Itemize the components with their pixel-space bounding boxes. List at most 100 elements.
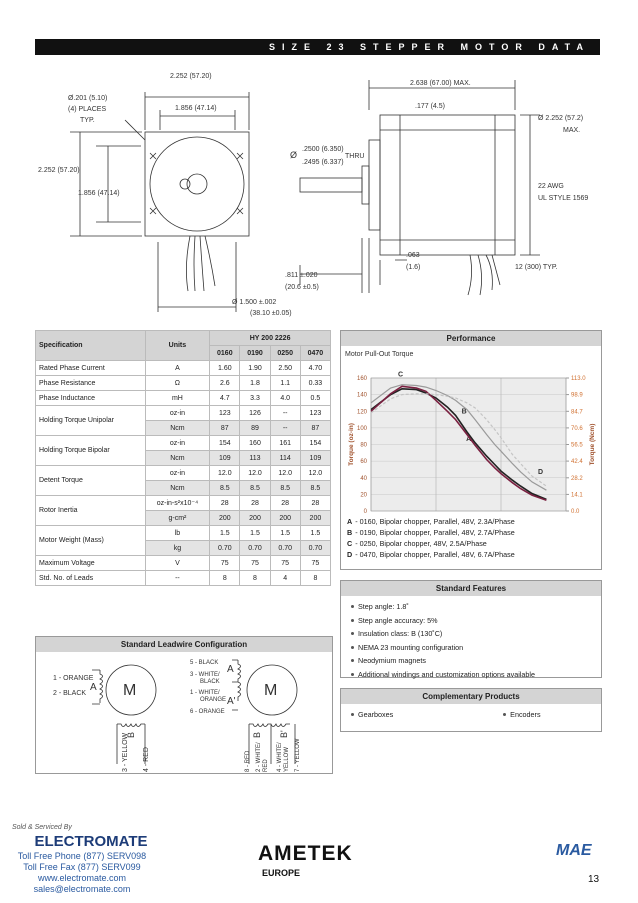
label: 1 - WHITE/	[190, 690, 220, 696]
spec-units: lb	[144, 525, 211, 541]
label: .811 ±.020	[285, 272, 318, 279]
label: THRU	[345, 153, 364, 160]
shape	[92, 669, 103, 705]
label: ORANGE	[200, 697, 226, 703]
shape	[299, 80, 540, 293]
label: Ø 1.500 ±.002	[232, 299, 276, 306]
y2-tick-label: 98.9	[571, 393, 583, 399]
spec-value: 8	[299, 570, 332, 586]
label: .177 (4.5)	[415, 103, 445, 110]
phone: Toll Free Phone (877) SERV098	[17, 851, 147, 861]
spec-name: Detent Torque	[35, 465, 146, 496]
shape	[70, 92, 250, 312]
spec-value: 89	[239, 420, 271, 436]
spec-units: Ncm	[144, 480, 211, 496]
item-text: Neodymium magnets	[358, 656, 426, 665]
spec-units: oz-in	[144, 435, 211, 451]
y-tick-label: 60	[360, 459, 367, 465]
spec-table-wrap: Specification Units HY 200 2226 0160 0190 025…	[35, 330, 332, 586]
item-text: Step angle accuracy: 5%	[358, 615, 438, 625]
label: 12 (300) TYP.	[515, 264, 558, 271]
series-line	[370, 387, 547, 501]
spec-value: 8.5	[209, 480, 241, 496]
label: 2 - WHITE/	[256, 742, 262, 772]
spec-value: --	[269, 405, 301, 421]
spec-units: Ω	[144, 375, 211, 391]
model-code: 0190	[239, 345, 271, 361]
spec-value: 123	[299, 405, 332, 421]
label: .2495 (6.337)	[302, 159, 344, 166]
list-item: Step angle: 1.8˚	[351, 602, 601, 611]
units-header: Units	[144, 330, 211, 361]
label: 1.856 (47.14)	[175, 105, 217, 112]
spec-value: 154	[299, 435, 332, 451]
label: UL STYLE 1569	[538, 195, 588, 202]
performance-panel: Performance Motor Pull-Out Torque 0 20 40 60…	[340, 330, 602, 570]
y-tick-label: 160	[357, 376, 368, 382]
label: 2.252 (57.20)	[38, 167, 80, 174]
spec-name: Std. No. of Leads	[35, 570, 146, 586]
spec-value: 0.33	[299, 375, 332, 391]
spec-units: A	[144, 360, 211, 376]
spec-value: 4.0	[269, 390, 301, 406]
bullet	[351, 713, 354, 716]
label: 3 - WHITE/	[190, 672, 220, 678]
spec-value: 113	[239, 450, 271, 466]
bullet	[351, 605, 354, 608]
brand-region: EUROPE	[262, 868, 301, 878]
shape	[467, 254, 501, 296]
spec-row: Std. No. of Leads -- 8 8 4 8	[35, 570, 332, 586]
spec-value: 28	[299, 495, 332, 511]
spec-value: 12.0	[239, 465, 271, 481]
spec-name: Holding Torque Unipolar	[35, 405, 146, 436]
page-number: 13	[588, 874, 600, 885]
label: 4 - WHITE/	[277, 742, 283, 772]
legend-key: A	[347, 517, 353, 526]
brand: AMETEK	[258, 842, 353, 865]
label: A	[227, 664, 234, 675]
label: (20.6 ±0.5)	[285, 284, 319, 291]
shape	[144, 131, 250, 237]
spec-value: 12.0	[269, 465, 301, 481]
label: B	[126, 732, 136, 738]
spec-value: 8.5	[269, 480, 301, 496]
spec-value: 75	[209, 555, 241, 571]
bullet	[503, 713, 507, 716]
spec-units: oz-in	[144, 405, 211, 421]
spec-name: Rotor Inertia	[35, 495, 146, 526]
chart-legend: A- 0160, Bipolar chopper, Parallel, 48V,…	[341, 516, 601, 560]
spec-value: 1.5	[209, 525, 241, 541]
series-line	[370, 393, 547, 487]
item-text: NEMA 23 mounting configuration	[358, 642, 464, 652]
spec-value: 109	[209, 450, 241, 466]
bullet	[351, 645, 354, 649]
leadwire-title: Standard Leadwire Configuration	[36, 637, 332, 652]
spec-value: 161	[269, 435, 301, 451]
list-item: Additional windings and customization op…	[351, 670, 601, 679]
spec-value: 75	[269, 555, 301, 571]
bullet	[351, 672, 354, 676]
legend-key: C	[347, 539, 353, 548]
shape	[149, 136, 245, 232]
y2-tick-label: 14.1	[571, 492, 583, 498]
label: 2 - BLACK	[53, 690, 86, 697]
spec-value: 1.8	[239, 375, 271, 391]
spec-value: 0.70	[299, 540, 332, 556]
header-row: Specification Units HY 200 2226	[35, 330, 331, 361]
spec-row: Rated Phase Current A 1.60 1.90 2.50 4.70	[35, 360, 332, 376]
spec-value: 1.5	[269, 525, 301, 541]
fax: Toll Free Fax (877) SERV099	[23, 862, 141, 872]
list-item: NEMA 23 mounting configuration	[351, 643, 601, 652]
series-line	[370, 384, 547, 491]
spec-value: 8.5	[239, 480, 271, 496]
legend-key: B	[347, 528, 353, 537]
item-text: Encoders	[510, 710, 541, 719]
spec-units: Ncm	[144, 450, 211, 466]
y2-tick-label: 56.5	[571, 443, 583, 449]
y-tick-label: 140	[357, 393, 368, 399]
label: TYP.	[80, 117, 95, 124]
spec-name: Rated Phase Current	[35, 360, 146, 376]
spec-value: 8.5	[299, 480, 332, 496]
label: .063	[406, 252, 420, 259]
